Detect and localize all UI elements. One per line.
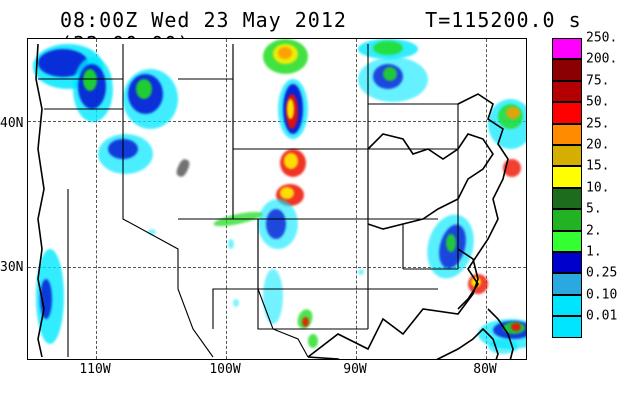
colorbar-cell-25 <box>552 124 582 145</box>
colorbar-label-250: 250. <box>586 31 617 46</box>
datetime-label: 08:00Z Wed 23 May 2012 <box>60 8 347 32</box>
colorbar-label-010: 0.10 <box>586 287 617 302</box>
colorbar-cell-5 <box>552 209 582 230</box>
lat-label-40N: 40N <box>0 116 23 131</box>
colorbar-cell-20 <box>552 145 582 166</box>
lon-label-90W: 90W <box>330 362 380 377</box>
colorbar-cell-200 <box>552 59 582 80</box>
colorbar-cell-2 <box>552 231 582 252</box>
colorbar-cell-10 <box>552 188 582 209</box>
colorbar-cell-010 <box>552 295 582 316</box>
colorbar-cell-001 <box>552 316 582 337</box>
colorbar-label-75: 75. <box>586 73 609 88</box>
colorbar-label-5: 5. <box>586 202 602 217</box>
colorbar-label-25: 25. <box>586 116 609 131</box>
colorbar-cell-250 <box>552 38 582 59</box>
colorbar-label-50: 50. <box>586 95 609 110</box>
colorbar-cell-1 <box>552 252 582 273</box>
colorbar-cell-15 <box>552 166 582 187</box>
map-panel[interactable] <box>27 38 527 360</box>
colorbar-cell-50 <box>552 102 582 123</box>
colorbar-legend: 250. 200. 75. 50. 25. 20. 15. 10. 5. 2. … <box>552 38 582 338</box>
colorbar-cell-75 <box>552 81 582 102</box>
lat-label-30N: 30N <box>0 260 23 275</box>
radar-map-window: 08:00Z Wed 23 May 2012 T=115200.0 s (32:… <box>0 0 640 400</box>
colorbar-cell-025 <box>552 273 582 294</box>
colorbar-label-1: 1. <box>586 245 602 260</box>
colorbar-label-025: 0.25 <box>586 266 617 281</box>
colorbar-label-10: 10. <box>586 180 609 195</box>
lon-label-80W: 80W <box>460 362 510 377</box>
colorbar-label-15: 15. <box>586 159 609 174</box>
colorbar-label-200: 200. <box>586 52 617 67</box>
colorbar-label-001: 0.01 <box>586 309 617 324</box>
colorbar-label-2: 2. <box>586 223 602 238</box>
state-borders-overlay <box>28 39 526 359</box>
lon-label-100W: 100W <box>200 362 250 377</box>
lon-label-110W: 110W <box>70 362 120 377</box>
colorbar-label-20: 20. <box>586 138 609 153</box>
